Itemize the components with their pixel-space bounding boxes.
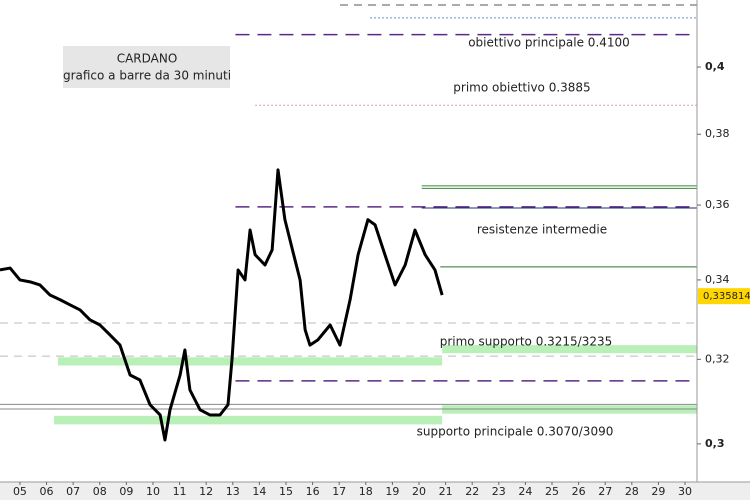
annotation: primo supporto 0.3215/3235 xyxy=(440,335,613,349)
chart-subtitle: grafico a barre da 30 minuti xyxy=(63,69,231,83)
y-tick-label: 0,38 xyxy=(705,127,730,140)
zone xyxy=(54,415,443,425)
x-tick-label: 05 xyxy=(13,485,27,498)
x-tick-label: 30 xyxy=(678,485,692,498)
y-tick-label: 0,3 xyxy=(705,437,725,450)
x-tick-label: 26 xyxy=(572,485,586,498)
x-tick-label: 17 xyxy=(332,485,346,498)
y-tick-label: 0,34 xyxy=(705,273,730,286)
x-tick-label: 06 xyxy=(40,485,54,498)
x-tick-label: 15 xyxy=(279,485,293,498)
x-tick-label: 20 xyxy=(412,485,426,498)
x-tick-label: 28 xyxy=(625,485,639,498)
x-axis-strip xyxy=(0,482,750,500)
zone xyxy=(442,345,697,354)
x-tick-label: 19 xyxy=(385,485,399,498)
x-tick-label: 07 xyxy=(66,485,80,498)
price-line xyxy=(0,168,444,442)
y-tick-label: 0,32 xyxy=(705,352,730,365)
x-tick-label: 22 xyxy=(465,485,479,498)
x-tick-label: 16 xyxy=(306,485,320,498)
plot xyxy=(0,4,697,442)
x-tick-label: 18 xyxy=(359,485,373,498)
x-tick-label: 27 xyxy=(598,485,612,498)
y-tick-label: 0,4 xyxy=(705,60,725,73)
chart-title: CARDANO xyxy=(117,52,178,66)
x-tick-label: 25 xyxy=(545,485,559,498)
last-value-box xyxy=(698,288,750,305)
annotation: supporto principale 0.3070/3090 xyxy=(417,425,614,439)
annotation: resistenze intermedie xyxy=(477,223,607,237)
y-tick-label: 0,36 xyxy=(705,198,730,211)
zone xyxy=(57,357,443,366)
last-value-label: 0,335814 xyxy=(703,291,750,302)
x-tick-label: 09 xyxy=(119,485,133,498)
title-box xyxy=(63,46,230,88)
x-tick-label: 14 xyxy=(252,485,266,498)
x-tick-label: 13 xyxy=(226,485,240,498)
x-tick-label: 21 xyxy=(439,485,453,498)
x-tick-label: 29 xyxy=(651,485,665,498)
x-tick-label: 23 xyxy=(492,485,506,498)
annotation: obiettivo principale 0.4100 xyxy=(468,36,630,50)
x-tick-label: 12 xyxy=(199,485,213,498)
x-tick-label: 11 xyxy=(173,485,187,498)
x-tick-label: 08 xyxy=(93,485,107,498)
x-tick-label: 10 xyxy=(146,485,160,498)
x-tick-label: 24 xyxy=(518,485,532,498)
annotation: primo obiettivo 0.3885 xyxy=(453,81,590,95)
